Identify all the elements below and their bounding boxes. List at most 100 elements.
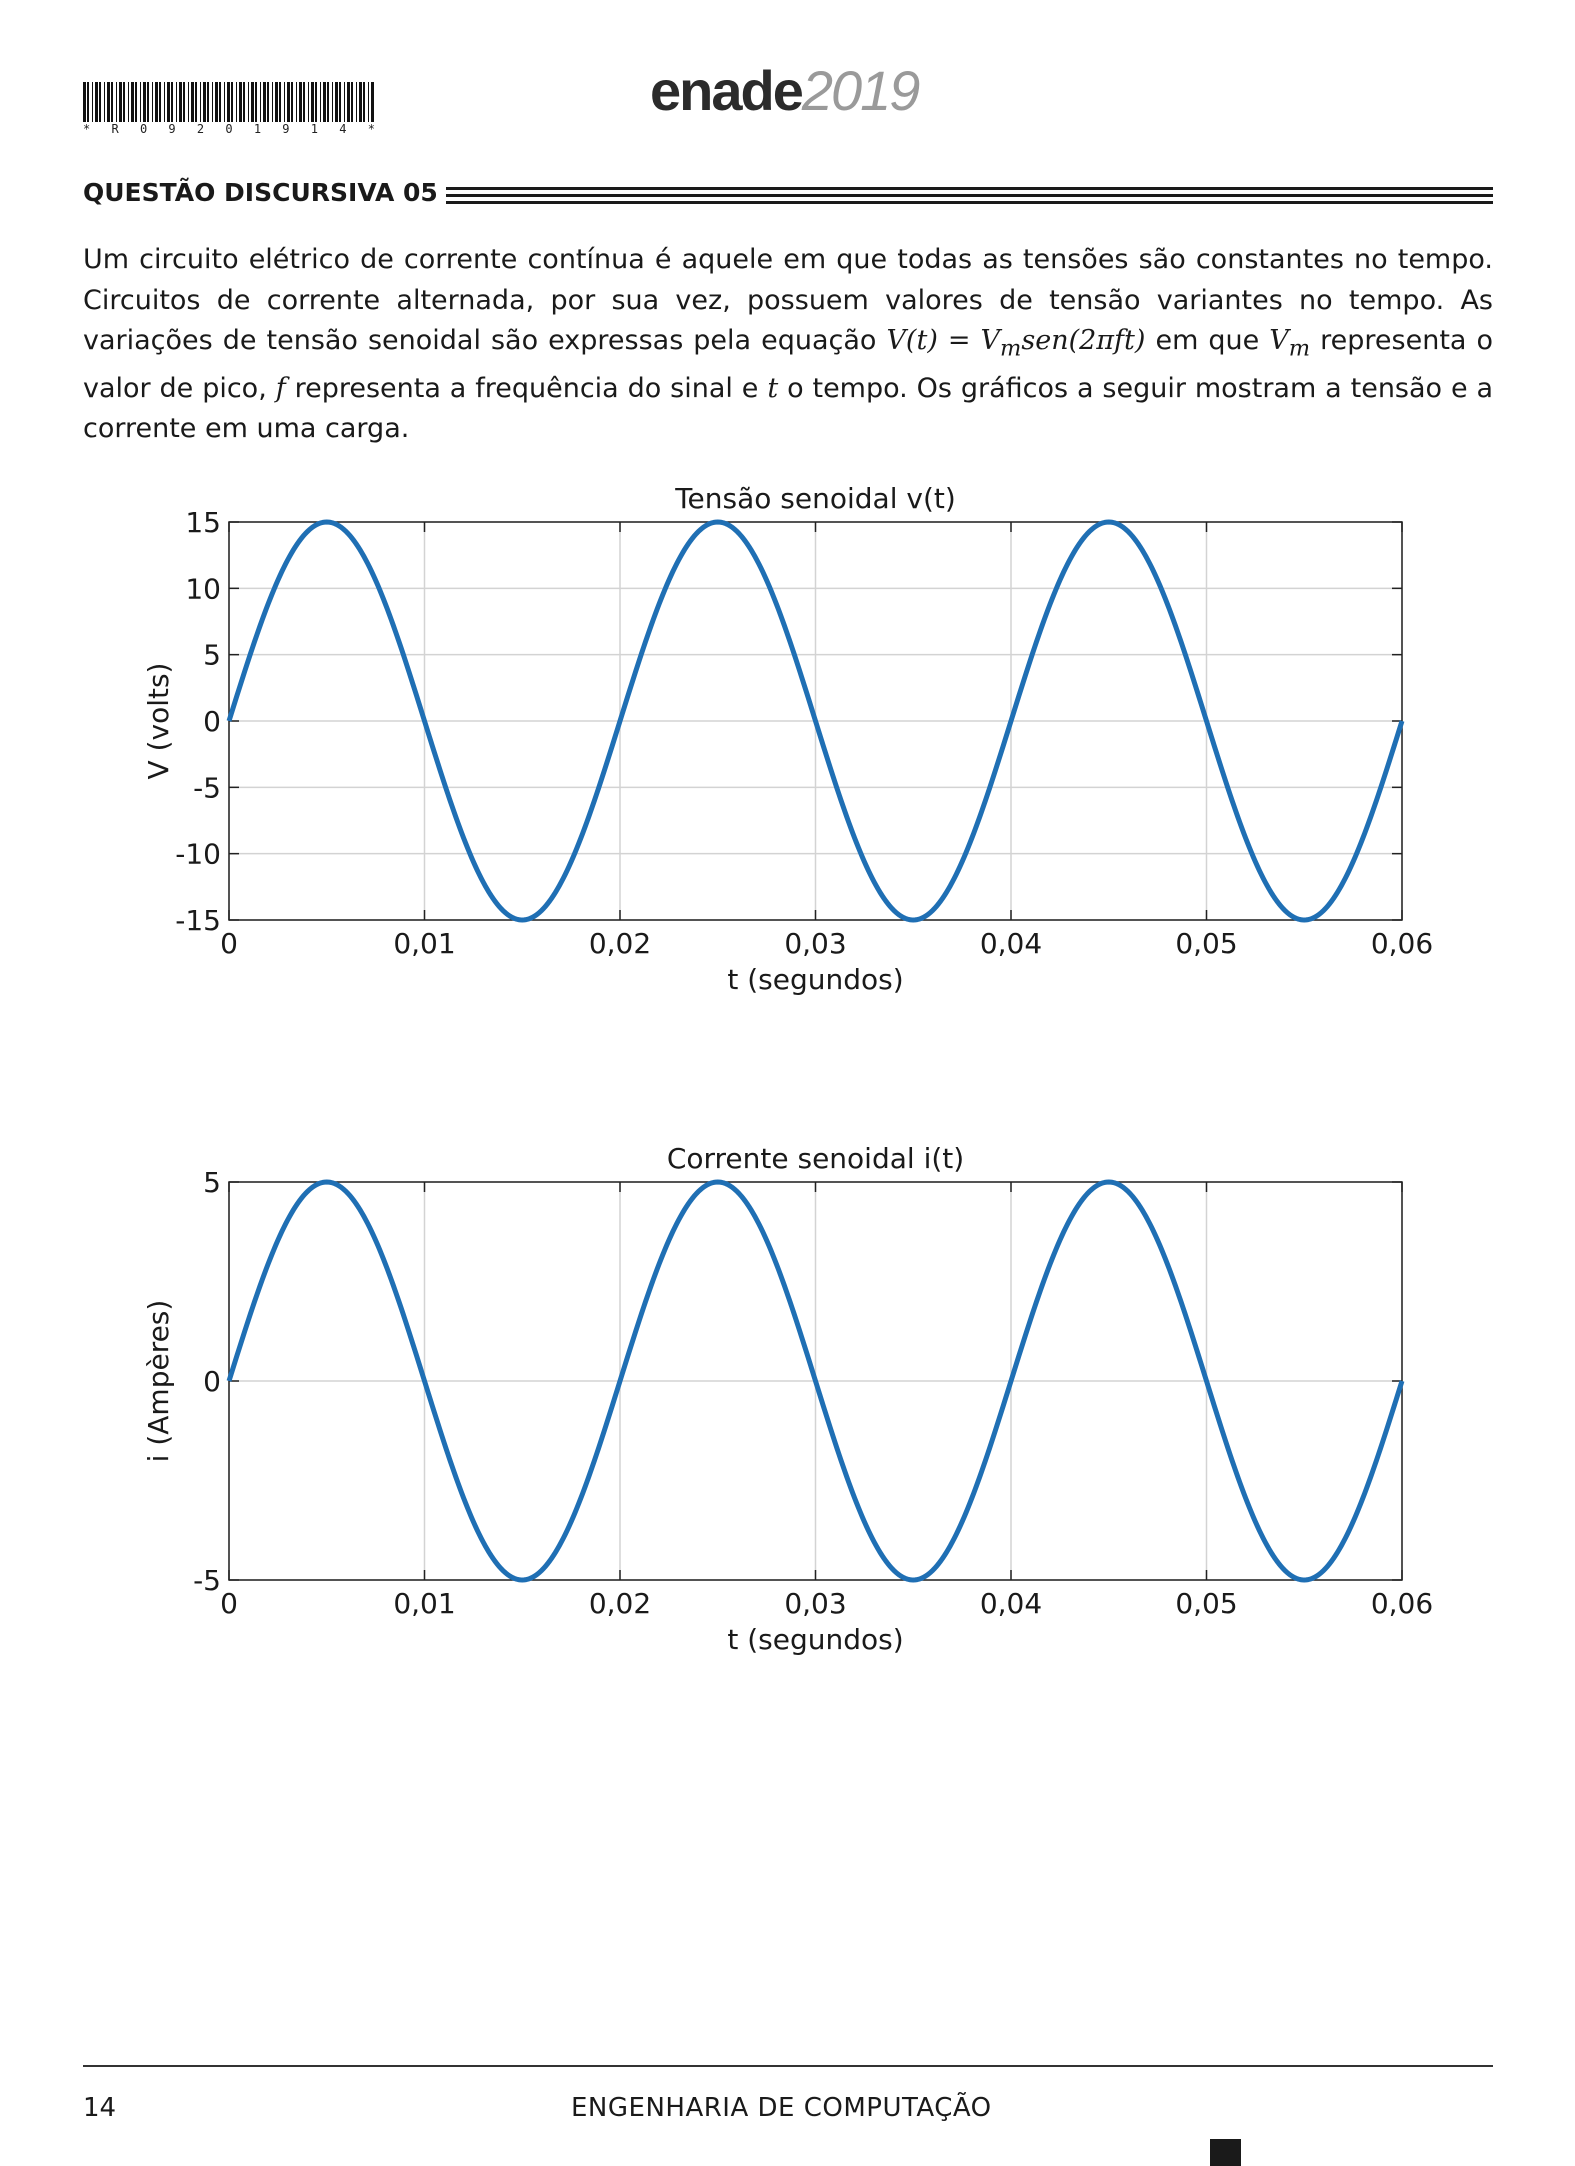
barcode-bar — [140, 82, 141, 122]
voltage-chart-svg: Tensão senoidal v(t) 0 0,01 0,02 0,03 0,04 0,0… — [142, 482, 1433, 996]
barcode-bar — [351, 82, 353, 122]
barcode-bar — [104, 82, 105, 122]
barcode-bar — [315, 82, 317, 122]
chart-title: Corrente senoidal i(t) — [667, 1142, 964, 1175]
barcode-bar — [219, 82, 221, 122]
barcode-bar — [371, 82, 374, 122]
barcode-bar — [123, 82, 125, 122]
logo-main: enade — [650, 59, 804, 122]
barcode-char: * — [367, 122, 375, 136]
barcode-bar — [99, 82, 101, 122]
x-tick-label: 0,03 — [784, 927, 846, 960]
chart-title: Tensão senoidal v(t) — [674, 482, 956, 515]
barcode-text: * R 0 9 2 0 1 9 1 4 * — [83, 122, 375, 136]
y-axis-label: V (volts) — [142, 663, 175, 780]
barcode-bar — [107, 82, 110, 122]
barcode-char: 0 — [139, 122, 148, 136]
barcode-bar — [176, 82, 177, 122]
y-tick-label: -15 — [175, 904, 221, 937]
barcode-bar — [147, 82, 149, 122]
barcode-bar — [179, 82, 182, 122]
y-tick-label: -5 — [193, 1564, 221, 1597]
x-axis-label: t (segundos) — [727, 963, 903, 996]
vm-symbol: Vm — [1269, 325, 1310, 361]
barcode-bar — [128, 82, 129, 122]
barcode-bar — [167, 82, 170, 122]
barcode-bar — [263, 82, 266, 122]
eq-sub: m — [1000, 335, 1022, 362]
barcode-bar — [275, 82, 278, 122]
barcode-bar — [212, 82, 213, 122]
barcode-bar — [284, 82, 285, 122]
barcode-char: 2 — [196, 122, 205, 136]
barcode-char: 4 — [339, 122, 347, 136]
voltage-chart: Tensão senoidal v(t) 0 0,01 0,02 0,03 0,04 0,0… — [0, 470, 1575, 1010]
question-title: QUESTÃO DISCURSIVA 05 — [83, 178, 438, 207]
x-tick-label: 0 — [220, 927, 238, 960]
barcode-bar — [143, 82, 146, 122]
barcode-bar — [272, 82, 273, 122]
barcode-bar — [356, 82, 357, 122]
y-tick-label: 0 — [203, 705, 221, 738]
barcode-bar — [159, 82, 161, 122]
barcode-bar — [203, 82, 206, 122]
x-tick-label: 0,04 — [980, 1587, 1042, 1620]
vm-sub: m — [1288, 335, 1311, 362]
logo-year: 2019 — [801, 59, 921, 122]
eq-v: V — [980, 325, 1001, 356]
current-chart-svg: Corrente senoidal i(t) 0 0,01 0,02 0,03 0,04 0… — [142, 1142, 1433, 1656]
t-symbol: t — [767, 372, 779, 404]
barcode-bar — [183, 82, 185, 122]
barcode-bar — [251, 82, 254, 122]
barcode-bar — [368, 82, 369, 122]
barcode-bar — [227, 82, 230, 122]
x-tick-label: 0,05 — [1175, 1587, 1237, 1620]
y-tick-label: 5 — [203, 639, 221, 672]
page-number: 14 — [83, 2093, 117, 2123]
barcode — [83, 82, 374, 122]
barcode-bar — [135, 82, 137, 122]
barcode-bar — [111, 82, 113, 122]
barcode-bar — [308, 82, 309, 122]
question-paragraph: Um circuito elétrico de corrente contínu… — [83, 240, 1493, 450]
barcode-bar — [296, 82, 297, 122]
x-tick-label: 0,02 — [589, 927, 651, 960]
barcode-bar — [260, 82, 261, 122]
paragraph-text-5: o tempo. Os gráficos a seguir mostram a … — [83, 372, 1494, 445]
barcode-bar — [152, 82, 153, 122]
title-rule — [446, 187, 1493, 205]
eq-lhs: V(t) = — [886, 325, 971, 356]
barcode-bar — [200, 82, 201, 122]
x-tick-label: 0,04 — [980, 927, 1042, 960]
x-tick-label: 0,06 — [1371, 927, 1433, 960]
y-tick-label: 10 — [185, 572, 221, 605]
barcode-bar — [248, 82, 249, 122]
series-line — [226, 519, 1405, 923]
barcode-char: 1 — [253, 122, 262, 136]
footer-rule — [83, 2065, 1493, 2067]
eq-rhs: sen(2πft) — [1021, 325, 1146, 356]
barcode-bar — [171, 82, 173, 122]
barcode-bar — [327, 82, 329, 122]
barcode-bar — [243, 82, 245, 122]
barcode-bar — [303, 82, 305, 122]
x-tick-label: 0,06 — [1371, 1587, 1433, 1620]
barcode-bar — [207, 82, 209, 122]
barcode-bar — [215, 82, 218, 122]
y-tick-label: 15 — [185, 506, 221, 539]
barcode-char: 1 — [310, 122, 318, 136]
barcode-bar — [347, 82, 350, 122]
barcode-bar — [231, 82, 233, 122]
x-tick-label: 0,05 — [1175, 927, 1237, 960]
equation: V(t) = Vmsen(2πft) — [886, 325, 1146, 361]
barcode-bar — [188, 82, 189, 122]
paragraph-text-4: representa a frequência do sinal e — [285, 372, 768, 404]
barcode-bar — [191, 82, 194, 122]
y-tick-label: -5 — [193, 771, 221, 804]
paragraph-text-1: Um circuito elétrico de corrente contínu… — [83, 244, 1493, 356]
barcode-bar — [287, 82, 290, 122]
barcode-char: 9 — [168, 122, 176, 136]
barcode-bar — [116, 82, 117, 122]
barcode-bar — [279, 82, 281, 122]
barcode-bar — [323, 82, 326, 122]
